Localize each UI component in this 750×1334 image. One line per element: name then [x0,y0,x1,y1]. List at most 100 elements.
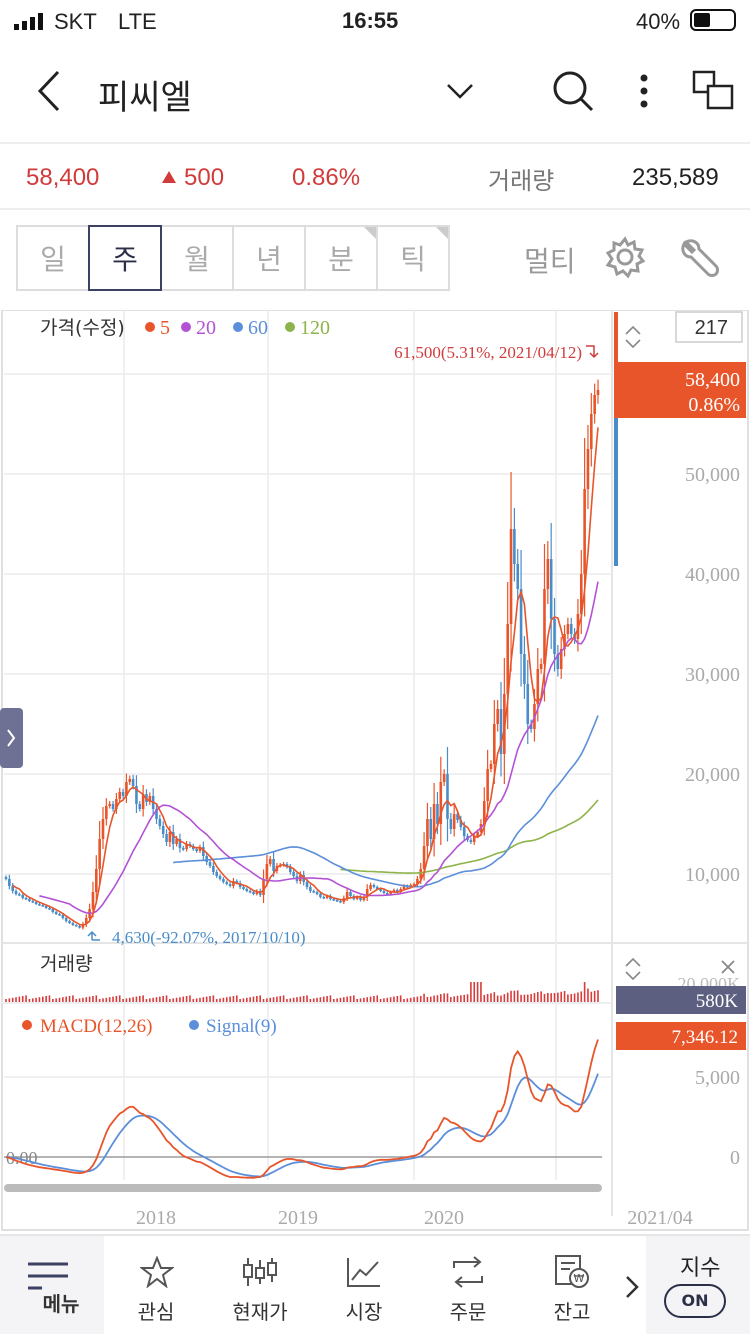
volume-bar [530,994,532,1002]
legend-dot [285,322,295,332]
candle-body [489,764,493,769]
volume-bar [189,995,191,1002]
tab-tick[interactable]: 틱 [376,225,450,291]
candle-body [412,884,416,886]
volume-bar [349,996,352,1002]
ma20-line [39,581,599,915]
toggle-label: ON [681,1291,709,1310]
candle-body [118,792,122,799]
nav-current-price[interactable]: 현재가 [208,1236,312,1334]
chart-svg[interactable]: 50,000 40,000 30,000 20,000 10,000 가격(수정) 5 20 6… [0,310,750,1232]
search-icon[interactable] [550,68,596,114]
tab-label: 주 [112,243,138,276]
tab-week[interactable]: 주 [88,225,162,291]
candle-body [365,889,369,897]
nav-market[interactable]: 시장 [312,1236,416,1334]
candle-body [125,782,128,796]
chevron-down-icon[interactable] [446,82,474,100]
nav-balance[interactable]: ₩ 잔고 [520,1236,624,1334]
candle-body [28,899,31,901]
index-on-toggle[interactable]: ON [664,1284,726,1318]
stock-chart[interactable]: 50,000 40,000 30,000 20,000 10,000 가격(수정) 5 20 6… [0,310,750,1232]
volume-bar [118,995,121,1002]
last-pct-label: 0.86% [688,394,740,416]
chevron-right-icon[interactable] [624,1274,640,1300]
volume-bar [155,997,158,1002]
volume-bar [195,998,198,1002]
volume-bar [312,998,315,1002]
volume-bar [403,999,405,1002]
legend-ma-label: 5 [160,317,170,339]
candle-body [543,589,546,664]
volume-bar [553,993,556,1002]
volume-bar [25,995,27,1002]
candle-body [349,892,352,896]
signal-legend-label: Signal(9) [206,1016,277,1037]
volume-bar [55,998,57,1002]
candle-body [161,826,165,834]
legend-dot [145,322,155,332]
battery-icon [690,9,736,31]
volume-bar [276,996,278,1002]
candle-body [228,884,232,886]
volume-bar [343,997,345,1002]
tab-year[interactable]: 년 [232,225,306,291]
gear-icon[interactable] [604,236,646,278]
volume-bar [8,998,11,1002]
candle-body [215,872,219,876]
candle-body [583,489,586,574]
scale-expand-icon[interactable] [625,957,641,981]
wrench-icon[interactable] [678,236,720,278]
candlestick-icon [243,1258,277,1286]
nav-order[interactable]: 주문 [416,1236,520,1334]
candle-body [523,654,526,684]
candle-body [245,889,249,891]
volume-bar [105,997,108,1002]
volume-bar [115,996,118,1002]
candle-body [496,709,499,724]
volume-bar [476,982,479,1002]
nav-watchlist[interactable]: 관심 [104,1236,208,1334]
scale-expand-icon[interactable] [625,325,641,349]
volume-bar [309,999,312,1002]
more-icon[interactable] [638,72,650,112]
volume-bar [510,990,512,1002]
volume-bar [75,999,78,1002]
volume-bar [125,998,128,1002]
legend-dot [233,322,243,332]
status-bar: SKT LTE 16:55 40% [0,0,750,44]
star-icon [140,1256,174,1288]
candle-body [14,891,18,894]
volume-bar [38,997,41,1002]
tab-minute[interactable]: 분 [304,225,378,291]
tab-day[interactable]: 일 [16,225,90,291]
volume-bar [149,998,151,1002]
volume-bar [62,997,64,1002]
clock: 16:55 [342,8,399,33]
side-panel-handle[interactable] [0,708,23,768]
candle-body [553,619,556,654]
candle-body [212,866,215,872]
visible-count-box[interactable] [675,311,743,343]
nav-label: 현재가 [232,1300,288,1324]
candle-body [34,902,38,904]
legend-ma-label: 60 [248,317,268,339]
candle-body [305,882,309,887]
close-icon[interactable] [721,960,735,974]
candle-body [596,390,600,395]
candle-body [91,892,95,909]
window-switch-icon[interactable] [692,70,738,110]
chevron-right-icon[interactable] [7,729,16,747]
x-tick-label: 2020 [424,1207,464,1229]
back-icon[interactable] [34,68,64,114]
nav-menu[interactable]: 메뉴 [0,1236,104,1334]
chart-scrollbar[interactable] [4,1184,602,1192]
candle-body [539,664,543,669]
candle-body [78,926,81,928]
volume-bar [423,993,425,1002]
multi-button[interactable]: 멀티 [524,245,576,278]
tab-month[interactable]: 월 [160,225,234,291]
volume-bar [577,992,579,1002]
volume-bar [209,996,211,1002]
price-tick-label: 10,000 [685,864,740,886]
